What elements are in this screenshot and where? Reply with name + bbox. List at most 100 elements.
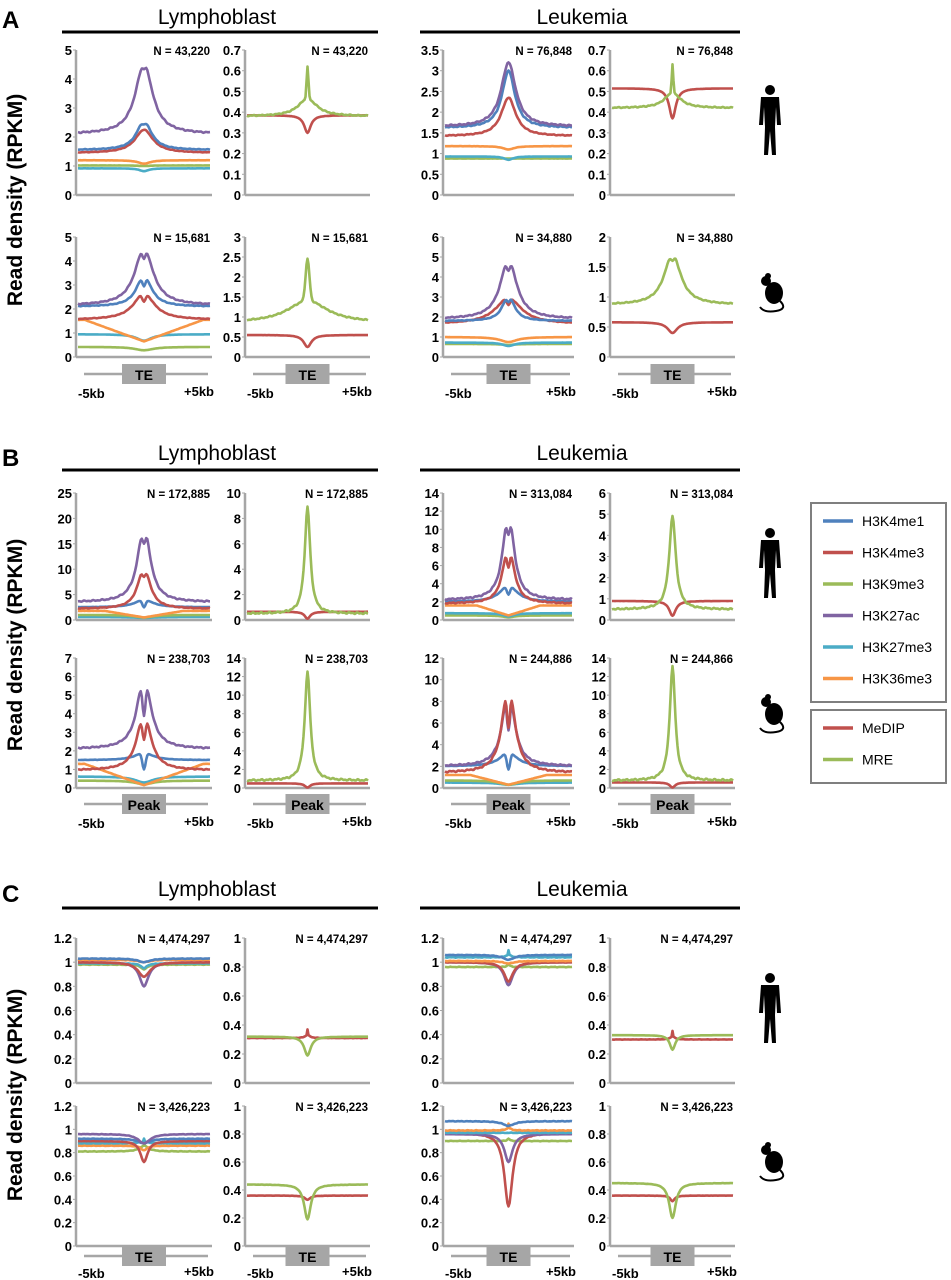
y-tick-label: 0.2 <box>588 147 606 162</box>
n-label: N = 244,866 <box>670 654 733 666</box>
legend-histone: H3K4me1 H3K4me3 H3K9me3 H3K27ac H3K27me3 H3K3… <box>810 502 947 703</box>
n-label: N = 313,084 <box>670 489 734 501</box>
n-label: N = 34,880 <box>515 233 572 245</box>
y-tick-label: 4 <box>432 577 440 592</box>
histone-plot-mouse: 0 2 4 6 8 10 12 N = 244,886 <box>425 651 574 796</box>
section-letter: B <box>2 445 19 472</box>
y-tick-label: 4 <box>234 744 242 759</box>
feature-schematic: TE -5kb +5kb <box>445 1246 576 1280</box>
y-tick-label: 0.5 <box>223 330 241 345</box>
y-tick-label: 0.4 <box>588 105 607 120</box>
x-label-right: +5kb <box>184 384 214 399</box>
feature-label: Peak <box>291 797 324 813</box>
feature-schematic: Peak -5kb +5kb <box>247 794 372 831</box>
series-line-mre <box>246 1035 369 1057</box>
x-label-left: -5kb <box>78 816 105 831</box>
y-tick-label: 0.6 <box>588 1155 606 1170</box>
cell-title: Leukemia <box>536 878 627 901</box>
histone-plot-mouse: 0 1 2 3 4 5 6 N = 34,880 <box>432 230 574 365</box>
feature-schematic: TE -5kb +5kb <box>612 364 737 401</box>
feature-schematic: Peak -5kb +5kb <box>612 794 737 831</box>
y-tick-label: 0 <box>234 781 241 796</box>
series-line-h3k4me3 <box>444 1131 573 1208</box>
y-tick-label: 3.5 <box>421 43 439 58</box>
y-tick-label: 2 <box>234 270 241 285</box>
x-label-left: -5kb <box>612 1266 639 1280</box>
y-tick-label: 0 <box>234 350 241 365</box>
histone-plot-human: 0 0.5 1 1.5 2 2.5 3 3.5 N = 76,848 <box>421 43 574 203</box>
y-tick-label: 0.5 <box>223 84 241 99</box>
series-line-h3k27me3 <box>444 341 573 348</box>
cell-title: Leukemia <box>536 6 627 29</box>
y-tick-label: 0 <box>65 1239 72 1254</box>
mouse-icon <box>759 1142 785 1182</box>
x-label-left: -5kb <box>445 386 472 401</box>
series-line-h3k27ac <box>444 704 573 768</box>
series-line-medip <box>611 87 734 120</box>
y-tick-label: 5 <box>599 507 606 522</box>
y-tick-label: 0.6 <box>588 64 606 79</box>
x-label-right: +5kb <box>184 814 214 829</box>
series-line-medip <box>611 599 734 618</box>
y-tick-label: 0.8 <box>588 1127 606 1142</box>
n-label: N = 313,084 <box>509 489 573 501</box>
series-line-h3k4me1 <box>77 957 211 964</box>
series-line-h3k36me3 <box>77 1144 211 1152</box>
methylation-plot-human: 0 1 2 3 4 5 6 N = 313,084 <box>599 486 735 628</box>
y-tick-label: 0.3 <box>223 126 241 141</box>
y-tick-label: 4 <box>432 738 440 753</box>
y-tick-label: 0.6 <box>223 989 241 1004</box>
y-tick-label: 4 <box>65 72 73 87</box>
y-tick-label: 0 <box>599 1239 606 1254</box>
feature-schematic: TE -5kb +5kb <box>247 1246 372 1280</box>
feature-box <box>486 794 531 814</box>
series-line-medip <box>611 321 734 335</box>
series-line-h3k36me3 <box>77 609 211 619</box>
y-tick-label: 0.6 <box>54 1004 72 1019</box>
feature-schematic: TE -5kb +5kb <box>445 364 576 401</box>
n-label: N = 3,426,223 <box>295 1102 368 1114</box>
feature-label: TE <box>135 367 153 383</box>
cell-panel-lymphoblast: Lymphoblast 0 0.2 0.4 0.6 0.8 1 1.2 N = 4,474,29… <box>54 878 378 1280</box>
y-tick-label: 0.8 <box>223 960 241 975</box>
y-tick-label: 5 <box>65 688 72 703</box>
series-line-h3k4me3 <box>444 96 573 138</box>
legend-item-mre: MRE <box>823 752 893 768</box>
x-label-left: -5kb <box>247 1266 274 1280</box>
y-tick-label: 10 <box>58 562 72 577</box>
x-label-right: +5kb <box>342 814 372 829</box>
histone-plot-mouse: 0 0.2 0.4 0.6 0.8 1 1.2 N = 3,426,223 <box>421 1099 574 1254</box>
n-label: N = 244,886 <box>509 654 572 666</box>
y-tick-label: 1 <box>65 326 72 341</box>
n-label: N = 4,474,297 <box>660 934 733 946</box>
x-label-left: -5kb <box>445 816 472 831</box>
y-tick-label: 0.5 <box>588 84 606 99</box>
y-tick-label: 0 <box>65 350 72 365</box>
series-line-h3k27me3 <box>444 155 573 162</box>
series-line-h3k36me3 <box>444 604 573 617</box>
y-tick-label: 25 <box>58 486 72 501</box>
y-tick-label: 0 <box>599 188 606 203</box>
y-tick-label: 0 <box>599 781 606 796</box>
series-line-h3k27ac <box>77 252 211 306</box>
y-tick-label: 0.2 <box>223 1047 241 1062</box>
feature-label: TE <box>664 1249 682 1265</box>
y-tick-label: 0 <box>432 1076 439 1091</box>
y-tick-label: 4 <box>599 744 607 759</box>
y-tick-label: 5 <box>432 250 439 265</box>
section-a: A Read density (RPKM) Lymphoblast 0 1 2 3 4 5 N =… <box>2 6 740 401</box>
series-line-h3k36me3 <box>444 959 573 965</box>
series-line-h3k9me3 <box>77 1144 211 1153</box>
y-tick-label: 0 <box>432 781 439 796</box>
x-label-left: -5kb <box>247 386 274 401</box>
y-tick-label: 4 <box>234 562 242 577</box>
n-label: N = 3,426,223 <box>499 1102 572 1114</box>
series-line-h3k27me3 <box>77 775 211 784</box>
n-label: N = 238,703 <box>305 654 368 666</box>
x-label-right: +5kb <box>184 1264 214 1279</box>
y-tick-label: 3 <box>432 64 439 79</box>
series-line-mre <box>611 63 734 110</box>
y-tick-label: 7 <box>65 651 72 666</box>
n-label: N = 34,880 <box>676 233 733 245</box>
